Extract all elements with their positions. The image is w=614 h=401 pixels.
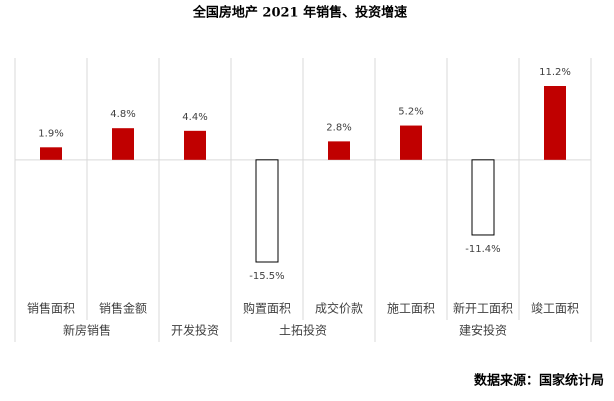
bar: [255, 159, 279, 263]
value-label: -11.4%: [465, 244, 500, 255]
category-label: 新开工面积: [453, 301, 513, 316]
value-label: 11.2%: [539, 67, 571, 78]
chart-title: 全国房地产 2021 年销售、投资增速: [192, 5, 407, 21]
value-label: 2.8%: [326, 122, 351, 133]
group-label: 土拓投资: [279, 323, 327, 338]
bar: [328, 141, 350, 160]
category-label: 购置面积: [243, 301, 291, 316]
bar: [471, 159, 495, 236]
bar: [184, 130, 206, 160]
bar: [544, 86, 566, 160]
category-label: 施工面积: [387, 302, 435, 316]
group-label: 开发投资: [171, 323, 219, 338]
source: 数据来源：国家统计局: [474, 373, 604, 389]
category-label: 成交价款: [315, 301, 363, 316]
value-label: 4.8%: [110, 109, 135, 120]
bar: [40, 147, 62, 160]
category-label: 销售金额: [99, 301, 147, 316]
group-label: 新房销售: [63, 323, 111, 338]
bar: [112, 128, 134, 160]
value-label: -15.5%: [249, 271, 284, 282]
value-label: 5.2%: [398, 107, 423, 118]
bar: [400, 125, 422, 160]
value-label: 1.9%: [38, 128, 63, 139]
category-label: 销售面积: [27, 301, 75, 316]
group-label: 建安投资: [459, 323, 507, 338]
value-label: 4.4%: [182, 112, 207, 123]
category-label: 竣工面积: [531, 301, 579, 316]
